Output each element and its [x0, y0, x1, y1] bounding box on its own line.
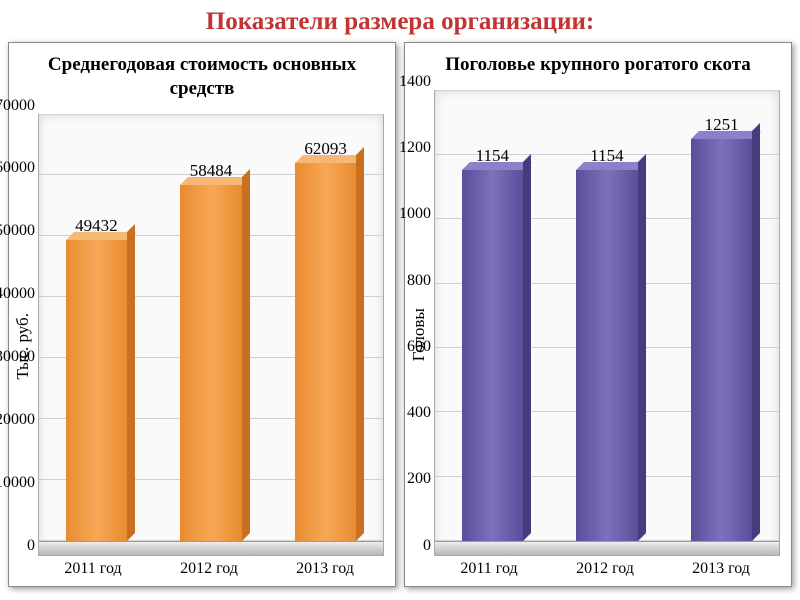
chart-wrap-right: Головы 0 200 400 600 800 1000 1200 1400: [405, 81, 791, 586]
bar-side: [752, 123, 760, 541]
bars-right: 115411541251: [435, 91, 779, 541]
bar-group: 1251: [673, 91, 769, 541]
panel-right: Поголовье крупного рогатого скота Головы…: [404, 42, 792, 587]
plot-left: 494325848462093: [39, 115, 383, 555]
bar-side: [356, 147, 364, 541]
bar-front: [691, 139, 753, 541]
bar-top: [691, 131, 761, 139]
bar: [295, 163, 357, 541]
xtick: 2013 год: [672, 559, 769, 578]
bar-top: [66, 232, 136, 240]
bar: [691, 139, 753, 541]
chart-title-left: Среднегодовая стоимость основных средств: [9, 43, 395, 105]
chart-title-right: Поголовье крупного рогатого скота: [405, 43, 791, 81]
ylabel-left: Тыс. руб.: [11, 115, 35, 579]
plot-floor: [435, 541, 779, 555]
xtick: 2012 год: [556, 559, 653, 578]
bar-side: [523, 154, 531, 541]
bar-group: 1154: [444, 91, 540, 541]
bar-top: [576, 162, 646, 170]
bar-front: [576, 170, 638, 541]
xtick: 2011 год: [440, 559, 537, 578]
bar-front: [180, 185, 242, 541]
bar: [462, 170, 524, 541]
bar-group: 62093: [277, 115, 373, 541]
bars-left: 494325848462093: [39, 115, 383, 541]
bar: [180, 185, 242, 541]
bar-side: [127, 224, 135, 541]
ylabel-right: Головы: [407, 91, 431, 578]
bar-top: [295, 155, 365, 163]
bar-front: [462, 170, 524, 541]
bar-front: [295, 163, 357, 541]
xticks-left: 2011 год 2012 год 2013 год: [35, 555, 383, 578]
bar: [576, 170, 638, 541]
chart-wrap-left: Тыс. руб. 0 10000 20000 30000 40000 5000…: [9, 105, 395, 587]
bar-top: [462, 162, 532, 170]
bar-front: [66, 240, 128, 541]
bar-group: 49432: [48, 115, 144, 541]
panels-row: Среднегодовая стоимость основных средств…: [0, 42, 800, 597]
xticks-right: 2011 год 2012 год 2013 год: [431, 555, 779, 578]
plot-floor: [39, 541, 383, 555]
bar-side: [638, 154, 646, 541]
bar: [66, 240, 128, 541]
bar-side: [242, 169, 250, 541]
bar-top: [180, 177, 250, 185]
panel-left: Среднегодовая стоимость основных средств…: [8, 42, 396, 587]
xtick: 2012 год: [160, 559, 257, 578]
page-title: Показатели размера организации:: [0, 0, 800, 42]
xtick: 2013 год: [276, 559, 373, 578]
plot-right: 115411541251: [435, 91, 779, 555]
xtick: 2011 год: [44, 559, 141, 578]
bar-group: 1154: [559, 91, 655, 541]
bar-group: 58484: [163, 115, 259, 541]
